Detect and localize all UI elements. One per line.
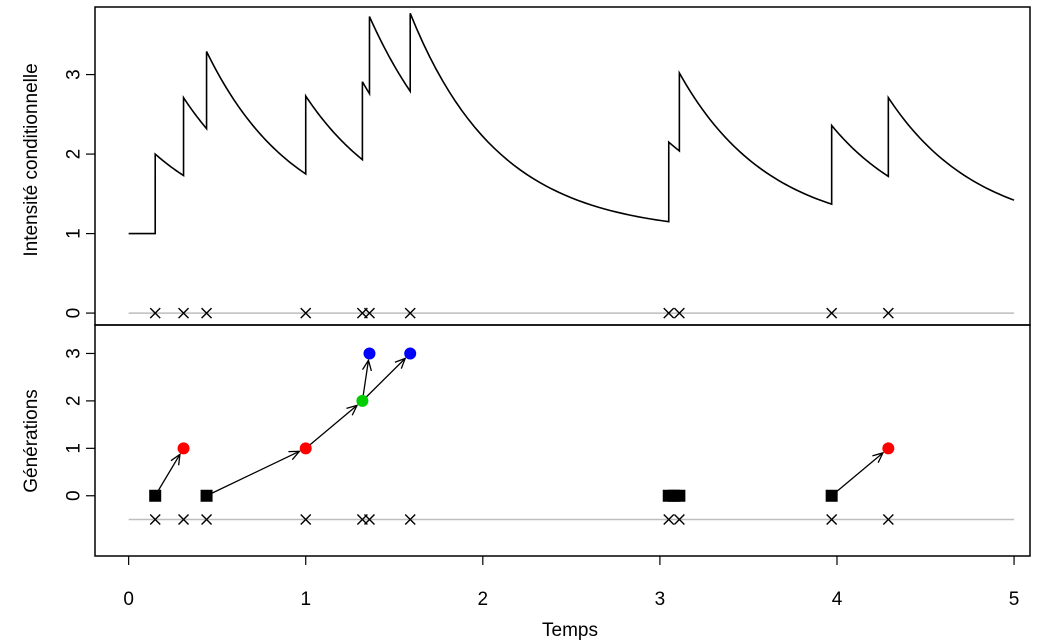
point-generation-3 [363,347,376,360]
event-marker-bottom [201,513,213,525]
x-tick-label: 2 [478,589,489,610]
x-tick-label: 3 [655,589,666,610]
event-marker-top [178,307,190,319]
x-tick-label: 5 [1009,589,1020,610]
x-axis-title: Temps [542,620,598,641]
y-tick-label-bottom: 1 [64,443,85,454]
parent-arrow [206,450,300,497]
parent-arrow [361,360,370,401]
event-marker-bottom [149,513,161,525]
parent-arrow [361,357,406,402]
event-marker-bottom [404,513,416,525]
event-marker-bottom [363,513,375,525]
event-marker-bottom [178,513,190,525]
y-axis-title-intensity: Intensité conditionnelle [21,63,42,256]
event-marker-bottom [663,513,675,525]
intensity-panel: 0 1 2 3 [64,6,1031,326]
arrow-head [361,358,373,372]
arrow-head [288,450,301,461]
y-axis-title-generations: Générations [21,389,42,493]
x-tick-label: 4 [832,589,843,610]
event-marker-bottom [826,513,838,525]
event-marker-top [149,307,161,319]
point-generation-1 [177,442,190,455]
event-marker-top [663,307,675,319]
arrow-head [872,451,885,463]
arrow-head [346,404,359,416]
event-marker-top [404,307,416,319]
event-marker-bottom [673,513,685,525]
event-marker-bottom [882,513,894,525]
x-tick-label: 1 [300,589,311,610]
parent-arrow [305,404,358,449]
event-marker-top [882,307,894,319]
y-tick-label-bottom: 2 [64,396,85,407]
y-tick-label-top: 2 [64,149,85,160]
plot-frame-top [94,6,1031,326]
x-tick-label: 0 [123,589,134,610]
point-generation-0 [825,489,838,502]
y-tick-label-bottom: 3 [64,348,85,359]
event-marker-top [201,307,213,319]
event-marker-top [826,307,838,319]
plot-frame-bottom [94,324,1031,557]
point-generation-1 [299,442,312,455]
arrow-head [394,357,407,369]
generations-panel: 0 1 2 3 0 1 2 3 4 5 [64,324,1031,610]
parent-arrow [831,452,884,497]
y-tick-label-top: 0 [64,308,85,319]
y-tick-label-top: 3 [64,69,85,80]
intensity-curve [128,13,1015,235]
point-generation-0 [673,489,686,502]
y-tick-label-top: 1 [64,228,85,239]
point-generation-0 [200,489,213,502]
y-tick-label-bottom: 0 [64,490,85,501]
event-marker-top [363,307,375,319]
event-marker-bottom [300,513,312,525]
event-marker-top [673,307,685,319]
point-generation-3 [404,347,417,360]
point-generation-2 [356,394,369,407]
arrow-head [170,452,181,466]
point-generation-0 [149,489,162,502]
point-generation-1 [882,442,895,455]
parent-arrow [154,454,181,497]
event-marker-top [300,307,312,319]
